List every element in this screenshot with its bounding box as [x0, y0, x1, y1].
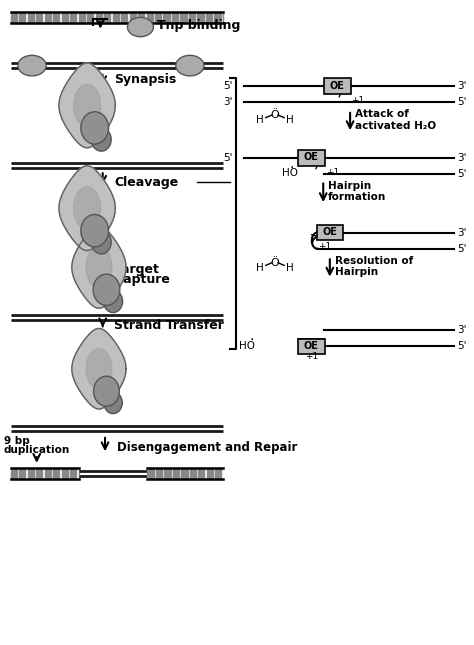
Text: 3': 3'	[457, 325, 467, 335]
FancyBboxPatch shape	[317, 225, 344, 241]
Text: Cleavage: Cleavage	[115, 176, 179, 189]
Text: 5': 5'	[457, 341, 467, 352]
Text: Target: Target	[115, 263, 159, 276]
FancyBboxPatch shape	[324, 79, 351, 94]
Text: duplication: duplication	[4, 444, 70, 455]
Text: Strand Transfer: Strand Transfer	[115, 319, 224, 332]
Text: H: H	[256, 115, 264, 125]
Text: +1: +1	[305, 352, 318, 361]
Polygon shape	[86, 348, 112, 389]
Polygon shape	[73, 187, 100, 230]
Text: Resolution of
Hairpin: Resolution of Hairpin	[335, 256, 413, 277]
Text: OE: OE	[330, 81, 345, 90]
Text: Disengagement and Repair: Disengagement and Repair	[117, 441, 297, 454]
Text: OE: OE	[304, 152, 319, 163]
Ellipse shape	[93, 376, 119, 406]
Ellipse shape	[93, 274, 120, 305]
Polygon shape	[73, 84, 100, 126]
Text: 9 bp: 9 bp	[4, 436, 29, 446]
Text: 5': 5'	[457, 244, 467, 253]
Ellipse shape	[91, 230, 111, 254]
Text: +1: +1	[319, 243, 332, 251]
Text: +1: +1	[327, 168, 340, 177]
Ellipse shape	[128, 17, 154, 37]
Text: Tnp binding: Tnp binding	[157, 19, 240, 32]
Ellipse shape	[81, 215, 109, 247]
Ellipse shape	[18, 55, 46, 76]
Text: 3': 3'	[457, 81, 467, 91]
Text: ·: ·	[250, 333, 254, 347]
Text: HO: HO	[282, 168, 298, 178]
Polygon shape	[72, 226, 126, 308]
Text: H: H	[286, 115, 294, 125]
Text: Ö: Ö	[270, 110, 279, 120]
FancyBboxPatch shape	[298, 339, 325, 354]
Text: +1: +1	[352, 96, 365, 104]
Text: OE: OE	[323, 227, 337, 237]
Ellipse shape	[104, 392, 122, 413]
Text: 5': 5'	[223, 153, 232, 163]
Text: ·: ·	[289, 161, 294, 175]
Text: Synapsis: Synapsis	[115, 74, 177, 86]
Ellipse shape	[176, 55, 204, 76]
Text: OE: OE	[304, 341, 319, 351]
Ellipse shape	[91, 128, 111, 151]
Text: 3': 3'	[457, 228, 467, 237]
Text: 5': 5'	[223, 81, 232, 91]
Text: Ö: Ö	[270, 258, 279, 268]
Text: Attack of
activated H₂O: Attack of activated H₂O	[355, 110, 436, 131]
Text: H: H	[256, 263, 264, 273]
Polygon shape	[72, 328, 126, 409]
Polygon shape	[59, 63, 115, 148]
Ellipse shape	[81, 112, 109, 144]
Text: 3': 3'	[457, 153, 467, 163]
Text: 5': 5'	[457, 169, 467, 179]
Text: HO: HO	[239, 341, 255, 351]
Text: 5': 5'	[457, 97, 467, 107]
Text: Capture: Capture	[115, 273, 170, 286]
FancyBboxPatch shape	[298, 150, 325, 166]
Polygon shape	[86, 247, 112, 288]
Polygon shape	[59, 166, 115, 250]
Text: 3': 3'	[223, 97, 232, 107]
Text: Hairpin
formation: Hairpin formation	[328, 181, 386, 203]
Text: H: H	[286, 263, 294, 273]
Ellipse shape	[103, 290, 123, 313]
